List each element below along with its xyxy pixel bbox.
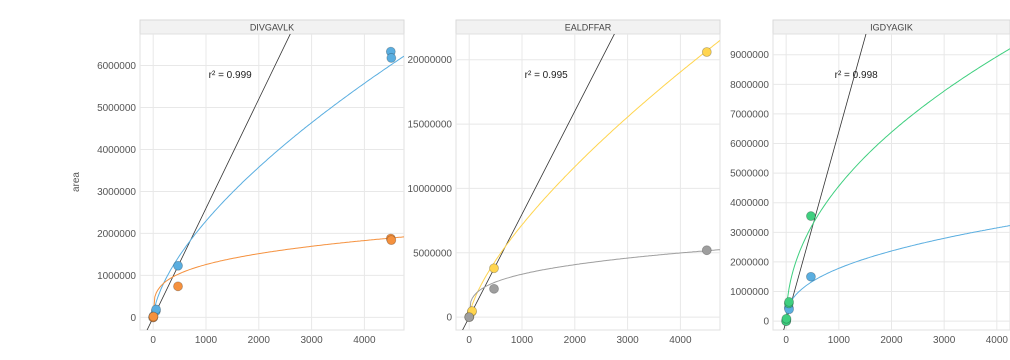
- y-tick-label: 5000000: [413, 248, 452, 259]
- plot-area: [146, 34, 404, 330]
- fit-curve: [468, 40, 720, 318]
- y-tick-label: 1000000: [97, 271, 136, 282]
- plot-frame: [139, 33, 405, 331]
- x-tick-label: 0: [783, 335, 789, 346]
- x-tick-label: 3000: [933, 335, 956, 346]
- y-axis-label: area: [71, 172, 82, 192]
- y-tick-label: 1000000: [730, 287, 769, 298]
- data-point: [386, 53, 397, 63]
- fit-curve: [152, 236, 404, 318]
- data-point: [489, 283, 499, 294]
- fit-curve: [468, 249, 720, 318]
- y-tick-label: 20000000: [408, 55, 453, 66]
- reference-line: [146, 34, 291, 330]
- r-squared-label: r² = 0.995: [525, 70, 569, 81]
- y-tick-label: 0: [446, 313, 452, 324]
- x-tick-label: 1000: [195, 335, 218, 346]
- y-tick-label: 2000000: [97, 229, 136, 240]
- data-point: [173, 260, 183, 271]
- x-tick-label: 0: [150, 335, 156, 346]
- panels-container: DIVGAVLK01000000200000030000004000000500…: [97, 19, 1010, 346]
- y-tick-label: 4000000: [97, 145, 136, 156]
- y-tick-label: 0: [130, 313, 136, 324]
- data-point: [784, 296, 794, 307]
- data-point: [701, 47, 712, 57]
- y-tick-label: 5000000: [730, 169, 769, 180]
- y-tick-label: 5000000: [97, 103, 136, 114]
- fit-curve: [785, 225, 1010, 322]
- data-point: [806, 211, 816, 221]
- r-squared-label: r² = 0.999: [209, 70, 253, 81]
- y-tick-label: 3000000: [730, 228, 769, 239]
- x-tick-label: 4000: [986, 335, 1009, 346]
- panel-3: IGDYAGIK 0 1000000 2000000 3000000 4000000 500…: [730, 19, 1010, 346]
- panel-title: EALDFFAR: [565, 23, 612, 33]
- fit-curve: [785, 48, 1010, 322]
- data-point: [701, 245, 712, 256]
- x-tick-label: 1000: [511, 335, 534, 346]
- y-tick-label: 10000000: [408, 184, 453, 195]
- x-tick-label: 4000: [353, 335, 376, 346]
- y-tick-label: 0: [763, 317, 769, 328]
- x-tick-label: 3000: [616, 335, 639, 346]
- y-tick-label: 2000000: [730, 257, 769, 268]
- panel-2: EALDFFAR 0 5000000 10000000 15000000 20000000…: [408, 19, 721, 346]
- reference-line: [462, 34, 615, 330]
- data-point: [781, 313, 792, 324]
- data-point: [173, 281, 183, 292]
- y-tick-label: 6000000: [97, 61, 136, 72]
- plot-area: [462, 34, 720, 330]
- x-tick-label: 4000: [669, 335, 692, 346]
- fit-curve: [152, 55, 404, 318]
- data-point: [489, 263, 499, 274]
- y-tick-label: 9000000: [730, 50, 769, 61]
- x-tick-label: 1000: [828, 335, 851, 346]
- x-tick-label: 0: [466, 335, 472, 346]
- data-point: [386, 235, 397, 246]
- x-tick-label: 2000: [564, 335, 587, 346]
- panel-title: DIVGAVLK: [250, 23, 294, 33]
- y-tick-label: 7000000: [730, 109, 769, 120]
- data-point: [464, 312, 475, 323]
- x-tick-label: 3000: [300, 335, 323, 346]
- data-point: [806, 271, 816, 282]
- y-tick-label: 6000000: [730, 139, 769, 150]
- r-squared-label: r² = 0.998: [835, 70, 879, 81]
- plot-area: [781, 34, 1010, 330]
- y-tick-label: 3000000: [97, 187, 136, 198]
- y-tick-label: 8000000: [730, 80, 769, 91]
- data-point: [148, 311, 159, 322]
- y-tick-label: 4000000: [730, 198, 769, 209]
- panel-1: DIVGAVLK 0 1000000 2000000 3000000 4000000 500…: [97, 19, 405, 346]
- x-tick-label: 2000: [880, 335, 903, 346]
- panel-title: IGDYAGIK: [870, 23, 913, 33]
- x-tick-label: 2000: [248, 335, 271, 346]
- y-tick-label: 15000000: [408, 120, 453, 131]
- reference-line: [783, 34, 867, 330]
